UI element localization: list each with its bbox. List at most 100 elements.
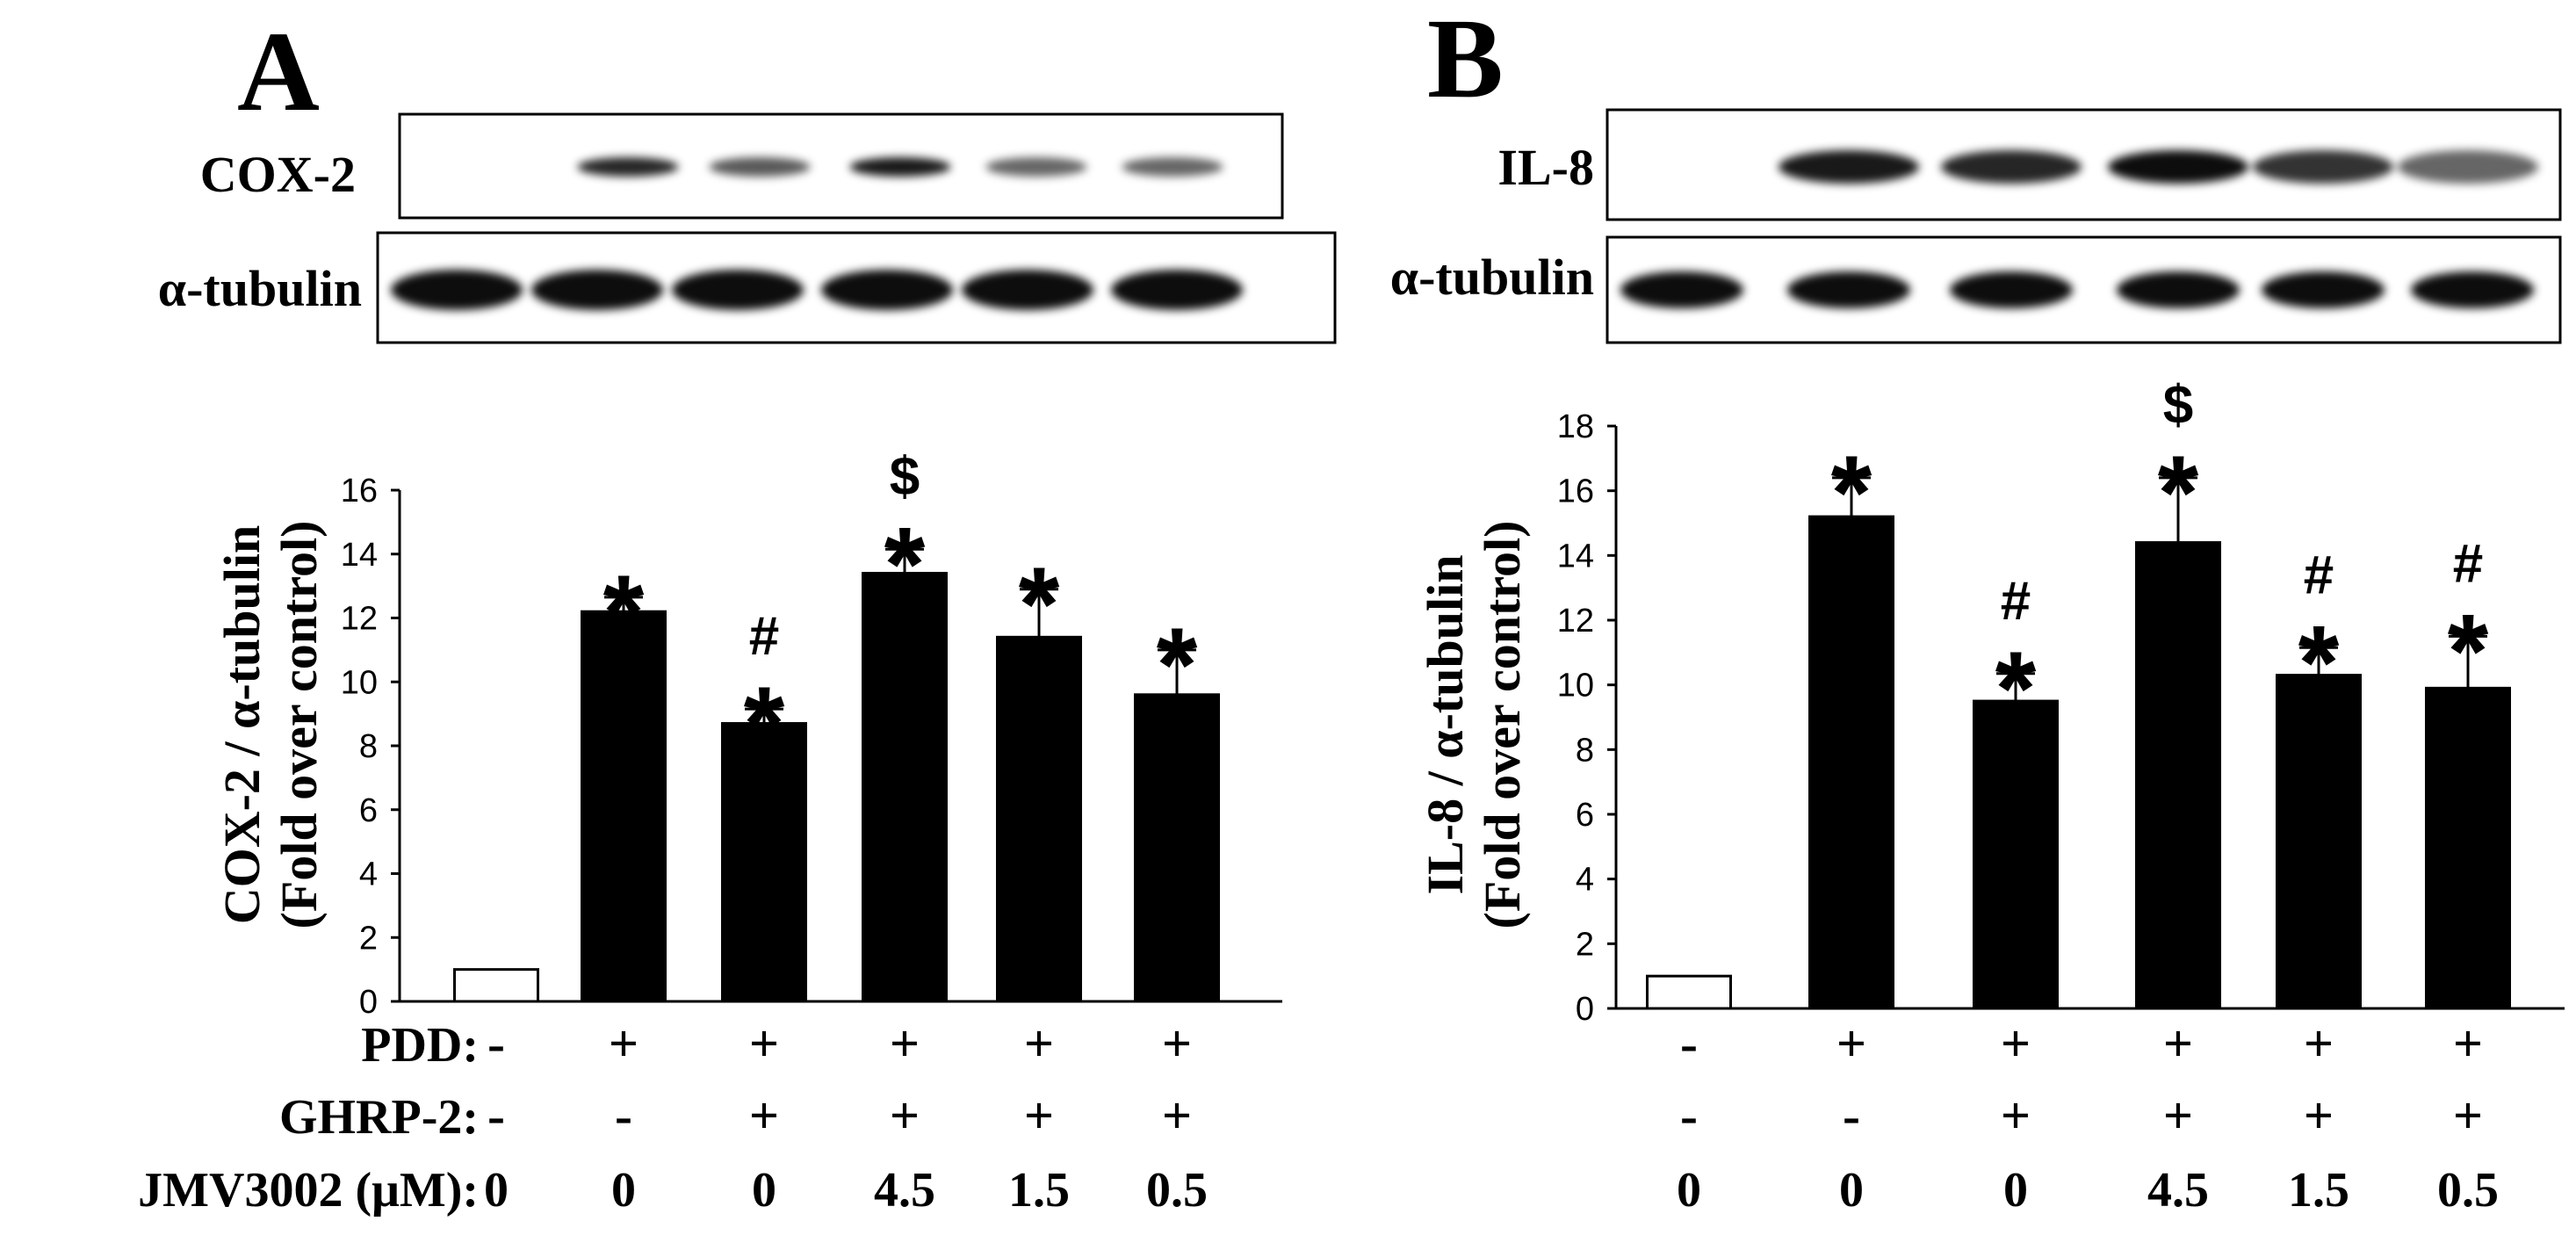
condition-ghrp2: +	[2001, 1087, 2031, 1145]
row-label-jmv3002: JMV3002 (μM):	[138, 1163, 479, 1217]
significance-star: *	[1157, 606, 1198, 724]
bar-0	[1646, 974, 1732, 1010]
significance-star: *	[1831, 434, 1872, 552]
significance-hash: #	[2453, 533, 2483, 594]
panel-b-ylabel-line2: (Fold over control)	[1474, 521, 1531, 929]
blot-band	[2253, 150, 2393, 184]
condition-jmv3002: 4.5	[874, 1163, 935, 1217]
condition-jmv3002: 0	[1677, 1163, 1701, 1217]
significance-star: *	[1995, 630, 2037, 748]
y-tick-label: 2	[359, 920, 378, 957]
y-tick-label: 2	[1576, 926, 1594, 963]
panel-a-letter: A	[237, 9, 320, 135]
blot-band	[2262, 271, 2385, 308]
condition-pdd: +	[1162, 1015, 1192, 1073]
significance-star: *	[603, 553, 645, 671]
condition-pdd: +	[749, 1015, 779, 1073]
condition-ghrp2: -	[487, 1087, 505, 1145]
blot-band	[1941, 150, 2082, 184]
bar-4	[996, 635, 1082, 1003]
bar-4	[2276, 674, 2362, 1010]
condition-pdd: +	[2304, 1015, 2334, 1073]
y-tick-label: 16	[1557, 473, 1594, 510]
condition-jmv3002: 0.5	[2437, 1163, 2499, 1217]
condition-jmv3002: 0	[2003, 1163, 2028, 1217]
condition-pdd: +	[1024, 1015, 1054, 1073]
y-tick-label: 18	[1557, 408, 1594, 445]
significance-hash: #	[2001, 571, 2031, 632]
panel-a-ylabel-line1: COX-2 / α-tubulin	[213, 525, 271, 925]
bar-3	[862, 572, 948, 1003]
condition-pdd: +	[890, 1015, 920, 1073]
condition-jmv3002: 0	[752, 1163, 776, 1217]
blot-band	[985, 157, 1087, 177]
y-tick-label: 14	[1557, 538, 1594, 574]
condition-pdd: +	[2163, 1015, 2193, 1073]
panel-b-ylabel-line1: IL-8 / α-tubulin	[1417, 555, 1474, 895]
panel-b-loading-label: α-tubulin	[1390, 249, 1594, 306]
condition-jmv3002: 0	[484, 1163, 509, 1217]
y-tick-label: 6	[1576, 797, 1594, 834]
panel-a-ylabel-line2: (Fold over control)	[271, 521, 328, 929]
blot-band	[962, 270, 1093, 310]
condition-ghrp2: +	[2163, 1087, 2193, 1145]
condition-ghrp2: +	[1162, 1087, 1192, 1145]
bar-0	[453, 968, 539, 1003]
condition-pdd: +	[1836, 1015, 1866, 1073]
panel-b-loading-blot	[1605, 235, 2562, 344]
y-tick-label: 8	[1576, 732, 1594, 769]
significance-hash: #	[749, 606, 779, 667]
bar-2	[721, 722, 807, 1003]
significance-star: *	[2158, 434, 2199, 552]
y-tick-label: 12	[1557, 603, 1594, 639]
condition-jmv3002: 4.5	[2147, 1163, 2209, 1217]
condition-ghrp2: -	[1843, 1087, 1860, 1145]
condition-ghrp2: +	[890, 1087, 920, 1145]
blot-band	[821, 270, 953, 310]
significance-star: *	[884, 505, 926, 623]
y-tick-label: 0	[359, 984, 378, 1021]
y-tick-label: 4	[1576, 862, 1594, 899]
condition-ghrp2: -	[1680, 1087, 1698, 1145]
condition-ghrp2: +	[1024, 1087, 1054, 1145]
bar-5	[1134, 693, 1220, 1003]
condition-jmv3002: 0	[611, 1163, 636, 1217]
blot-band	[2411, 271, 2534, 308]
condition-pdd: +	[2001, 1015, 2031, 1073]
significance-star: *	[2448, 592, 2489, 710]
condition-pdd: +	[2453, 1015, 2483, 1073]
bar-1	[581, 610, 667, 1003]
blot-band	[1779, 150, 1919, 184]
condition-jmv3002: 0.5	[1146, 1163, 1208, 1217]
bar-5	[2425, 686, 2511, 1010]
blot-band	[672, 270, 804, 310]
blot-band	[531, 270, 663, 310]
condition-ghrp2: +	[749, 1087, 779, 1145]
significance-star: *	[744, 665, 785, 783]
blot-band	[391, 270, 523, 310]
blot-band	[1620, 271, 1743, 308]
y-tick-label: 8	[359, 728, 378, 765]
panel-b-letter: B	[1427, 0, 1504, 122]
blot-band	[2117, 271, 2240, 308]
condition-ghrp2: -	[615, 1087, 632, 1145]
blot-band	[1111, 270, 1243, 310]
bar-1	[1808, 515, 1894, 1010]
blot-band	[577, 157, 679, 177]
condition-jmv3002: 0	[1839, 1163, 1864, 1217]
panel-b-target-label: IL-8	[1497, 139, 1594, 196]
condition-pdd: +	[609, 1015, 639, 1073]
blot-band	[709, 157, 811, 177]
condition-jmv3002: 1.5	[2288, 1163, 2349, 1217]
blot-band	[1787, 271, 1910, 308]
significance-star: *	[1019, 546, 1060, 663]
condition-pdd: -	[1680, 1015, 1698, 1073]
condition-jmv3002: 1.5	[1008, 1163, 1070, 1217]
y-tick-label: 16	[341, 473, 378, 509]
blot-band	[2108, 150, 2248, 184]
y-tick-label: 6	[359, 792, 378, 829]
blot-band	[1950, 271, 2073, 308]
bar-3	[2135, 541, 2221, 1010]
